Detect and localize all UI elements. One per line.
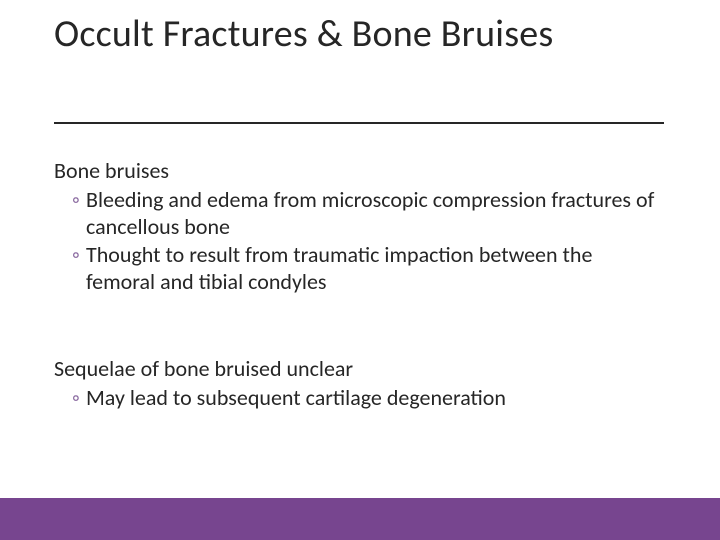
section-heading: Bone bruises (54, 158, 666, 185)
slide-body: Bone bruises ◦ Bleeding and edema from m… (54, 158, 666, 414)
section-gap (54, 298, 666, 356)
list-item: ◦ Thought to result from traumatic impac… (72, 242, 666, 296)
bullet-icon: ◦ (72, 187, 86, 214)
bullet-text: Thought to result from traumatic impacti… (86, 242, 666, 296)
list-item: ◦ May lead to subsequent cartilage degen… (72, 385, 666, 412)
bullet-text: May lead to subsequent cartilage degener… (86, 385, 666, 412)
slide: Occult Fractures & Bone Bruises Bone bru… (0, 0, 720, 540)
section-heading: Sequelae of bone bruised unclear (54, 356, 666, 383)
bullet-text: Bleeding and edema from microscopic comp… (86, 187, 666, 241)
footer-bar (0, 498, 720, 540)
bullet-icon: ◦ (72, 242, 86, 269)
slide-title: Occult Fractures & Bone Bruises (54, 14, 664, 55)
title-underline (54, 122, 664, 124)
list-item: ◦ Bleeding and edema from microscopic co… (72, 187, 666, 241)
bullet-icon: ◦ (72, 385, 86, 412)
